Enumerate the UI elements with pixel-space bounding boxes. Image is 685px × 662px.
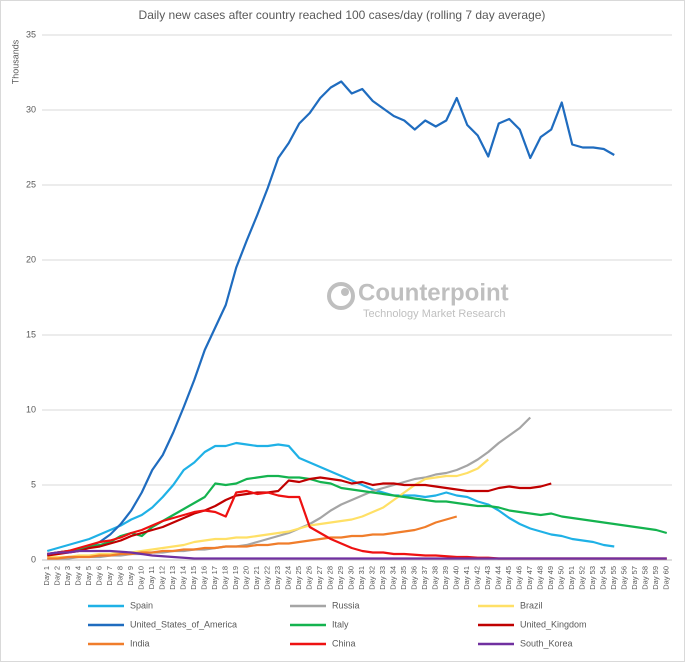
x-tick-label: Day 14 [179, 566, 188, 590]
x-tick-label: Day 6 [95, 566, 104, 586]
y-tick-label: 35 [26, 29, 36, 39]
watermark-tagline: Technology Market Research [363, 308, 505, 320]
x-tick-label: Day 1 [42, 566, 51, 586]
y-tick-label: 0 [31, 554, 36, 564]
x-tick-label: Day 7 [105, 566, 114, 586]
x-tick-label: Day 42 [473, 566, 482, 590]
x-tick-label: Day 10 [137, 566, 146, 590]
x-tick-label: Day 13 [168, 566, 177, 590]
y-tick-label: 25 [26, 179, 36, 189]
x-tick-label: Day 28 [326, 566, 335, 590]
watermark: Counterpoint Technology Market Research [327, 279, 509, 320]
x-tick-label: Day 46 [515, 566, 524, 590]
series-line [47, 474, 668, 556]
x-tick-label: Day 12 [158, 566, 167, 590]
x-tick-label: Day 24 [284, 566, 293, 590]
x-tick-label: Day 53 [588, 566, 597, 590]
x-tick-label: Day 39 [441, 566, 450, 590]
x-tick-label: Day 18 [221, 566, 230, 590]
x-tick-label: Day 51 [567, 566, 576, 590]
x-tick-label: Day 4 [74, 566, 83, 586]
x-tick-label: Day 32 [368, 566, 377, 590]
x-tick-label: Day 55 [609, 566, 618, 590]
x-tick-label: Day 48 [536, 566, 545, 590]
watermark-logo [327, 282, 355, 310]
x-tick-label: Day 2 [53, 566, 62, 586]
x-tick-label: Day 41 [462, 566, 471, 590]
chart-title: Daily new cases after country reached 10… [139, 8, 546, 22]
x-tick-label: Day 3 [63, 566, 72, 586]
x-tick-label: Day 44 [494, 566, 503, 590]
x-tick-label: Day 56 [620, 566, 629, 590]
x-tick-label: Day 11 [147, 566, 156, 589]
x-tick-label: Day 8 [116, 566, 125, 586]
x-tick-label: Day 16 [200, 566, 209, 590]
x-tick-label: Day 50 [557, 566, 566, 590]
x-tick-label: Day 40 [452, 566, 461, 590]
x-tick-label: Day 9 [126, 566, 135, 586]
x-tick-label: Day 52 [578, 566, 587, 590]
legend-label: Russia [332, 600, 360, 610]
x-tick-label: Day 57 [630, 566, 639, 590]
series-line [47, 476, 552, 557]
x-tick-label: Day 21 [252, 566, 261, 590]
series-line [46, 441, 615, 553]
x-tick-label: Day 30 [347, 566, 356, 590]
x-tick-label: Day 45 [504, 566, 513, 590]
x-tick-label: Day 23 [273, 566, 282, 590]
x-tick-label: Day 5 [84, 566, 93, 586]
x-tick-label: Day 15 [189, 566, 198, 590]
legend-label: United_Kingdom [520, 619, 587, 629]
legend-label: Spain [130, 600, 153, 610]
watermark-name: Counterpoint [358, 279, 509, 306]
y-tick-label: 15 [26, 329, 36, 339]
series-line [47, 549, 667, 560]
legend-label: United_States_of_America [130, 619, 237, 629]
x-tick-label: Day 25 [294, 566, 303, 590]
x-tick-label: Day 43 [483, 566, 492, 590]
y-tick-label: 30 [26, 104, 36, 114]
y-axis-label: Thousands [10, 39, 20, 84]
x-tick-label: Day 29 [336, 566, 345, 590]
watermark-logo-dot [341, 288, 349, 296]
x-tick-label: Day 33 [378, 566, 387, 590]
x-tick-label: Day 58 [641, 566, 650, 590]
x-tick-label: Day 27 [315, 566, 324, 590]
x-tick-label: Day 54 [599, 566, 608, 590]
x-tick-label: Day 20 [242, 566, 251, 590]
x-tick-label: Day 49 [546, 566, 555, 590]
x-tick-label: Day 31 [357, 566, 366, 590]
y-tick-label: 5 [31, 479, 36, 489]
x-tick-label: Day 17 [210, 566, 219, 590]
x-tick-label: Day 34 [389, 566, 398, 590]
y-tick-label: 10 [26, 404, 36, 414]
x-tick-label: Day 26 [305, 566, 314, 590]
x-tick-label: Day 60 [662, 566, 671, 590]
x-tick-label: Day 47 [525, 566, 534, 590]
x-tick-label: Day 22 [263, 566, 272, 590]
x-tick-label: Day 59 [651, 566, 660, 590]
x-tick-label: Day 19 [231, 566, 240, 590]
x-tick-label: Day 37 [420, 566, 429, 590]
x-tick-label: Day 35 [399, 566, 408, 590]
series-line [47, 515, 458, 560]
y-tick-label: 20 [26, 254, 36, 264]
legend-label: South_Korea [520, 638, 573, 648]
legend-label: India [130, 638, 150, 648]
legend-label: Brazil [520, 600, 543, 610]
series-line [46, 80, 615, 557]
legend-label: Italy [332, 619, 349, 629]
x-tick-label: Day 38 [431, 566, 440, 590]
legend-label: China [332, 638, 356, 648]
x-tick-label: Day 36 [410, 566, 419, 590]
